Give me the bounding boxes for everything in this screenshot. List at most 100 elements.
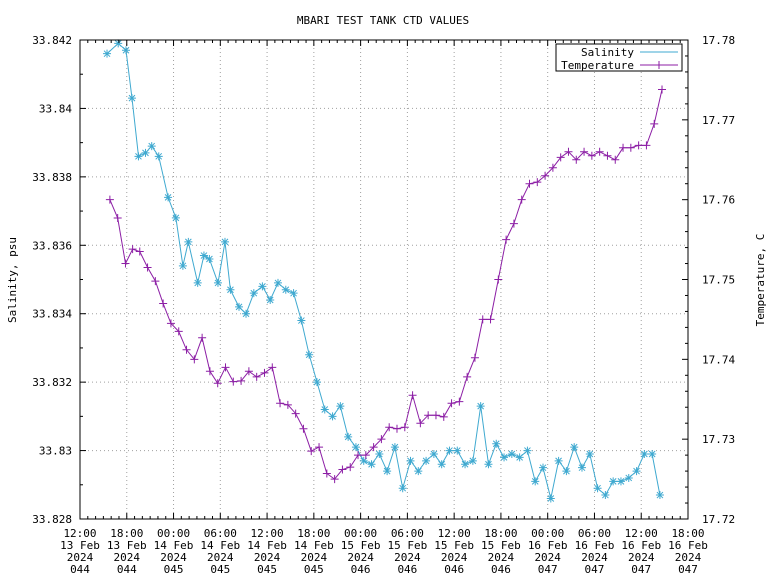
x-tick-label: 06:00 16 Feb 2024 047: [575, 527, 615, 576]
point-temperature: [244, 367, 253, 376]
legend-marker-plus: [655, 61, 663, 69]
x-tick-label: 12:00 14 Feb 2024 045: [247, 527, 287, 576]
point-temperature: [260, 368, 269, 377]
point-temperature: [151, 277, 160, 286]
point-temperature: [128, 245, 137, 254]
point-temperature: [361, 451, 370, 460]
point-temperature: [431, 411, 440, 420]
point-temperature: [455, 397, 464, 406]
x-tick-label-line: 18:00: [110, 527, 143, 540]
x-tick-label: 18:00 16 Feb 2024 047: [668, 527, 708, 576]
series-temperature: [105, 85, 667, 484]
point-temperature: [408, 391, 417, 400]
x-tick-label: 00:00 16 Feb 2024 047: [528, 527, 568, 576]
point-salinity: [531, 477, 540, 486]
x-tick-label-line: 06:00: [204, 527, 237, 540]
point-salinity: [585, 449, 594, 458]
x-tick-label-line: 046: [351, 563, 371, 576]
y-tick-label: 33.84: [39, 102, 72, 115]
y2-tick-label: 17.76: [702, 194, 735, 207]
x-tick-label-line: 2024: [347, 551, 374, 564]
point-temperature: [533, 178, 542, 187]
x-tick-label-line: 2024: [207, 551, 234, 564]
x-tick-label-line: 2024: [488, 551, 515, 564]
point-temperature: [113, 214, 122, 223]
point-temperature: [525, 179, 534, 188]
point-temperature: [611, 155, 620, 164]
point-salinity: [468, 456, 477, 465]
x-tick-label-line: 00:00: [531, 527, 564, 540]
point-temperature: [470, 353, 479, 362]
point-temperature: [517, 195, 526, 204]
point-salinity: [103, 49, 112, 58]
point-salinity: [213, 278, 222, 287]
point-salinity: [562, 467, 571, 476]
legend-label-temperature: Temperature: [561, 59, 634, 72]
x-tick-label-line: 12:00: [251, 527, 284, 540]
x-tick-label: 12:00 15 Feb 2024 046: [434, 527, 474, 576]
x-tick-label-line: 045: [164, 563, 184, 576]
point-temperature: [634, 141, 643, 150]
point-salinity: [312, 378, 321, 387]
point-salinity: [609, 477, 618, 486]
x-tick-label-line: 047: [538, 563, 558, 576]
x-tick-label: 06:00 15 Feb 2024 046: [388, 527, 428, 576]
x-tick-label-line: 047: [585, 563, 605, 576]
point-temperature: [572, 155, 581, 164]
x-tick-label-line: 2024: [301, 551, 328, 564]
x-tick-label-line: 15 Feb: [434, 539, 474, 552]
x-tick-label-line: 2024: [394, 551, 421, 564]
point-salinity: [289, 289, 298, 298]
point-temperature: [619, 143, 628, 152]
point-temperature: [198, 333, 207, 342]
point-temperature: [541, 171, 550, 180]
x-tick-label-line: 18:00: [297, 527, 330, 540]
point-salinity: [220, 237, 229, 246]
point-temperature: [556, 153, 565, 162]
point-temperature: [174, 327, 183, 336]
x-tick-label-line: 044: [117, 563, 137, 576]
point-salinity: [226, 285, 235, 294]
point-temperature: [346, 463, 355, 472]
point-salinity: [539, 463, 548, 472]
point-salinity: [648, 449, 657, 458]
y-tick-label: 33.838: [32, 171, 72, 184]
point-temperature: [299, 424, 308, 433]
x-tick-label: 12:00 16 Feb 2024 047: [621, 527, 661, 576]
point-temperature: [587, 151, 596, 160]
point-temperature: [121, 259, 130, 268]
x-tick-label-line: 2024: [441, 551, 468, 564]
series-salinity: [103, 39, 664, 503]
point-salinity: [632, 467, 641, 476]
point-salinity: [281, 285, 290, 294]
x-tick-label-line: 2024: [628, 551, 655, 564]
point-salinity: [523, 446, 532, 455]
point-salinity: [577, 463, 586, 472]
point-temperature: [642, 141, 651, 150]
series-layer: [103, 39, 667, 503]
point-temperature: [268, 363, 277, 372]
point-salinity: [476, 402, 485, 411]
x-tick-label-line: 15 Feb: [481, 539, 521, 552]
point-temperature: [564, 147, 573, 156]
point-temperature: [322, 469, 331, 478]
x-tick-label-line: 16 Feb: [668, 539, 708, 552]
point-temperature: [385, 423, 394, 432]
point-salinity: [121, 46, 130, 55]
y2-tick-label: 17.73: [702, 433, 735, 446]
point-salinity: [114, 39, 123, 48]
point-temperature: [548, 163, 557, 172]
point-salinity: [199, 251, 208, 260]
point-salinity: [351, 443, 360, 452]
point-salinity: [515, 453, 524, 462]
point-salinity: [328, 412, 337, 421]
point-temperature: [135, 247, 144, 256]
point-salinity: [461, 460, 470, 469]
series-line-temperature: [109, 89, 663, 480]
y-tick-label: 33.842: [32, 34, 72, 47]
x-tick-label-line: 2024: [534, 551, 561, 564]
y-tick-label: 33.828: [32, 513, 72, 526]
